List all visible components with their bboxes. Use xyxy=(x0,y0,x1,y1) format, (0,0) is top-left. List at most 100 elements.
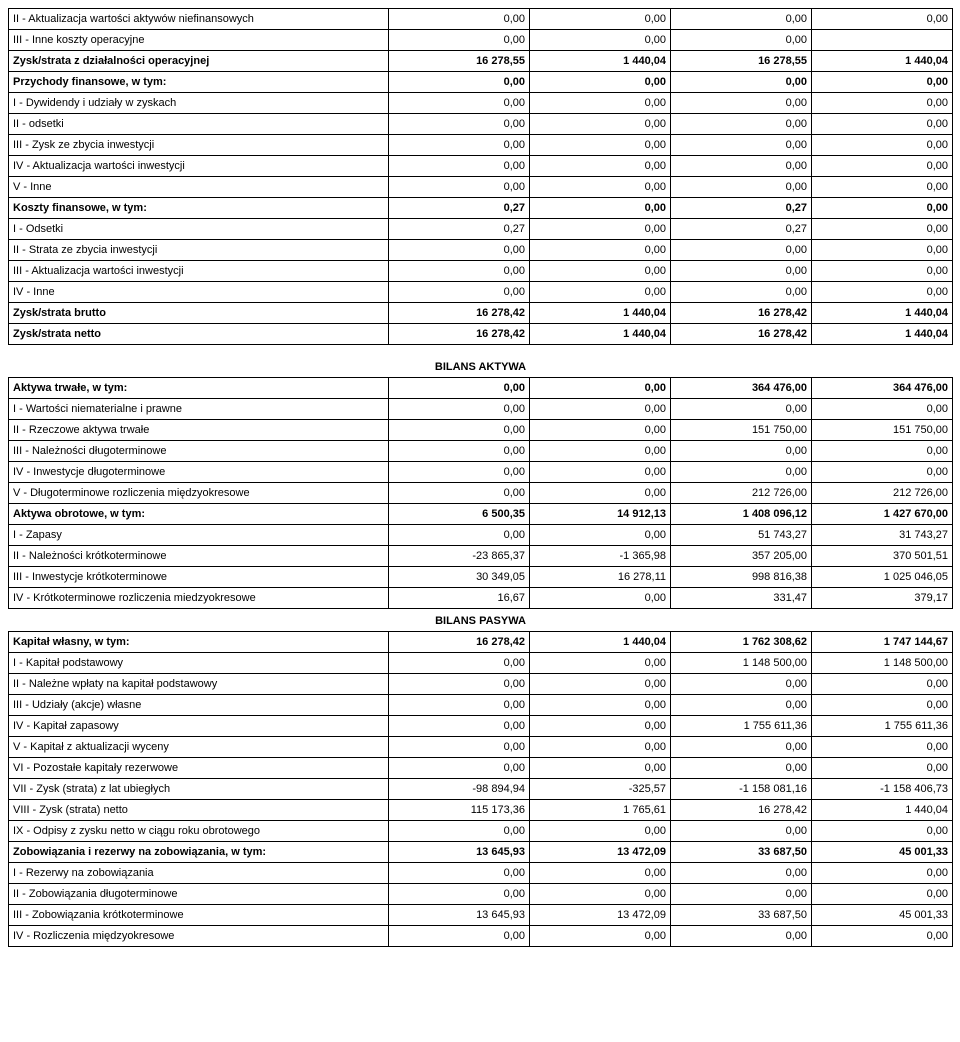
row-label: II - Aktualizacja wartości aktywów niefi… xyxy=(9,9,389,30)
row-value: 16 278,11 xyxy=(530,567,671,588)
row-value: 0,00 xyxy=(812,72,953,93)
row-value: 0,00 xyxy=(671,177,812,198)
row-value: 0,00 xyxy=(671,737,812,758)
row-value: 45 001,33 xyxy=(812,905,953,926)
table-row: V - Inne0,000,000,000,00 xyxy=(9,177,953,198)
row-value: 0,00 xyxy=(530,716,671,737)
row-value: 16 278,42 xyxy=(389,303,530,324)
row-value: 0,00 xyxy=(389,9,530,30)
row-label: Kapitał własny, w tym: xyxy=(9,632,389,653)
row-value: 0,00 xyxy=(530,441,671,462)
row-value: 0,00 xyxy=(389,695,530,716)
table-row: III - Inwestycje krótkoterminowe30 349,0… xyxy=(9,567,953,588)
row-label: Zobowiązania i rezerwy na zobowiązania, … xyxy=(9,842,389,863)
row-value: 16 278,42 xyxy=(389,632,530,653)
row-value: 0,00 xyxy=(671,93,812,114)
table-row: II - odsetki0,000,000,000,00 xyxy=(9,114,953,135)
row-label: III - Aktualizacja wartości inwestycji xyxy=(9,261,389,282)
row-value: 0,00 xyxy=(389,462,530,483)
row-value: 45 001,33 xyxy=(812,842,953,863)
table-row: I - Wartości niematerialne i prawne0,000… xyxy=(9,399,953,420)
row-value: 0,00 xyxy=(530,653,671,674)
row-label: II - Należne wpłaty na kapitał podstawow… xyxy=(9,674,389,695)
row-value: 0,00 xyxy=(389,525,530,546)
row-value: 0,00 xyxy=(812,93,953,114)
row-value: 0,00 xyxy=(530,462,671,483)
row-label: I - Dywidendy i udziały w zyskach xyxy=(9,93,389,114)
row-value: 0,00 xyxy=(530,758,671,779)
row-value: 0,00 xyxy=(530,695,671,716)
table-row: III - Zysk ze zbycia inwestycji0,000,000… xyxy=(9,135,953,156)
row-value: 0,00 xyxy=(530,737,671,758)
row-value: 151 750,00 xyxy=(671,420,812,441)
row-value: 0,00 xyxy=(812,884,953,905)
row-label: II - Rzeczowe aktywa trwałe xyxy=(9,420,389,441)
table-row: III - Zobowiązania krótkoterminowe13 645… xyxy=(9,905,953,926)
row-value: 30 349,05 xyxy=(389,567,530,588)
table-row: Aktywa obrotowe, w tym:6 500,3514 912,13… xyxy=(9,504,953,525)
table-row: Przychody finansowe, w tym:0,000,000,000… xyxy=(9,72,953,93)
row-value: 0,00 xyxy=(812,114,953,135)
row-label: Koszty finansowe, w tym: xyxy=(9,198,389,219)
section-title-row: BILANS PASYWA xyxy=(9,609,953,632)
row-value: 0,00 xyxy=(389,758,530,779)
table-row: I - Dywidendy i udziały w zyskach0,000,0… xyxy=(9,93,953,114)
row-value: 0,00 xyxy=(671,441,812,462)
row-value: 364 476,00 xyxy=(812,378,953,399)
row-value: 16 278,42 xyxy=(389,324,530,345)
row-label: II - Strata ze zbycia inwestycji xyxy=(9,240,389,261)
row-label: VII - Zysk (strata) z lat ubiegłych xyxy=(9,779,389,800)
row-value: 1 762 308,62 xyxy=(671,632,812,653)
table-row: Zysk/strata z działalności operacyjnej16… xyxy=(9,51,953,72)
row-value: 0,00 xyxy=(389,399,530,420)
table-row: VIII - Zysk (strata) netto115 173,361 76… xyxy=(9,800,953,821)
row-value: 1 148 500,00 xyxy=(812,653,953,674)
row-value: 212 726,00 xyxy=(671,483,812,504)
row-value: 1 765,61 xyxy=(530,800,671,821)
row-value: 1 755 611,36 xyxy=(671,716,812,737)
table-row: IV - Inwestycje długoterminowe0,000,000,… xyxy=(9,462,953,483)
row-value: -23 865,37 xyxy=(389,546,530,567)
row-value: 16 278,42 xyxy=(671,303,812,324)
section-title: BILANS AKTYWA xyxy=(9,355,953,378)
row-value: 0,00 xyxy=(389,114,530,135)
row-value: 0,00 xyxy=(671,30,812,51)
row-value: -1 158 406,73 xyxy=(812,779,953,800)
row-value: 0,00 xyxy=(671,282,812,303)
row-value: 0,00 xyxy=(812,240,953,261)
row-label: IV - Krótkoterminowe rozliczenia miedzyo… xyxy=(9,588,389,609)
row-value: 0,00 xyxy=(530,378,671,399)
section-title-row: BILANS AKTYWA xyxy=(9,355,953,378)
row-value: 0,00 xyxy=(812,198,953,219)
row-label: III - Inwestycje krótkoterminowe xyxy=(9,567,389,588)
section-title: BILANS PASYWA xyxy=(9,609,953,632)
table-row: Zysk/strata brutto16 278,421 440,0416 27… xyxy=(9,303,953,324)
table-row: III - Udziały (akcje) własne0,000,000,00… xyxy=(9,695,953,716)
row-label: III - Należności długoterminowe xyxy=(9,441,389,462)
row-value: 0,00 xyxy=(530,240,671,261)
row-value: 0,00 xyxy=(530,588,671,609)
row-value: 0,00 xyxy=(389,30,530,51)
row-value: 0,00 xyxy=(530,30,671,51)
row-value: 331,47 xyxy=(671,588,812,609)
row-value: 0,00 xyxy=(812,737,953,758)
row-value: 1 440,04 xyxy=(530,303,671,324)
row-label: V - Inne xyxy=(9,177,389,198)
row-value: 0,00 xyxy=(671,462,812,483)
row-value: 14 912,13 xyxy=(530,504,671,525)
row-value: 0,00 xyxy=(671,9,812,30)
row-value: 115 173,36 xyxy=(389,800,530,821)
row-value: 0,00 xyxy=(812,821,953,842)
row-value: 0,00 xyxy=(389,93,530,114)
row-value: 0,00 xyxy=(530,198,671,219)
row-value: 0,00 xyxy=(389,716,530,737)
row-value: 0,00 xyxy=(389,177,530,198)
row-value: 1 440,04 xyxy=(812,800,953,821)
row-value: 1 148 500,00 xyxy=(671,653,812,674)
row-value: 0,00 xyxy=(530,72,671,93)
row-value: 0,00 xyxy=(389,282,530,303)
row-value: 33 687,50 xyxy=(671,905,812,926)
row-value: 0,00 xyxy=(530,399,671,420)
row-value: 1 440,04 xyxy=(812,303,953,324)
row-label: Przychody finansowe, w tym: xyxy=(9,72,389,93)
